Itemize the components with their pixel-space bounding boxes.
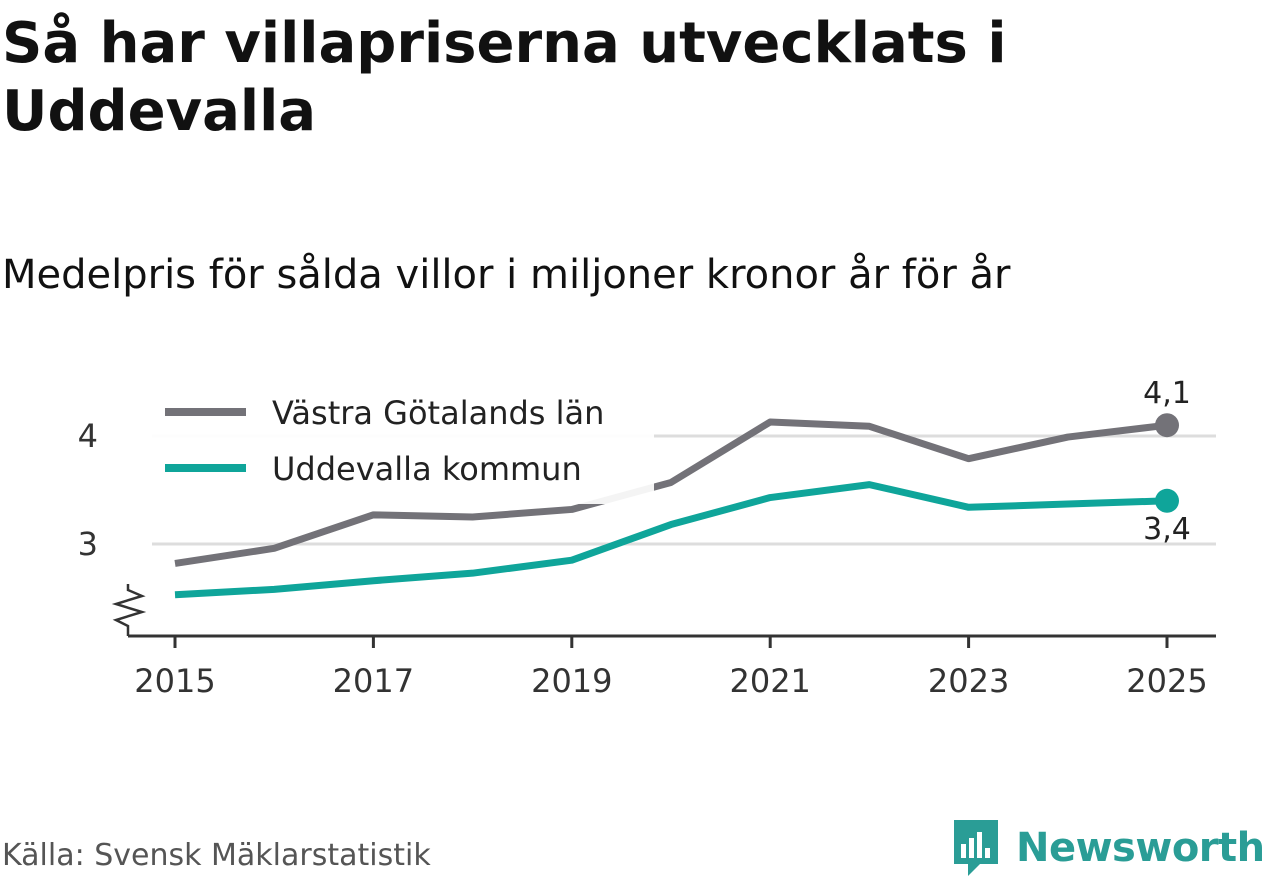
brand-name: Newsworthy: [1016, 825, 1262, 871]
legend-background: [150, 380, 654, 504]
series-endpoint-0: [1155, 413, 1179, 438]
x-axis: 2015 2017 2019 2021 2023 2025: [128, 634, 1216, 700]
y-tick-label: 4: [78, 417, 98, 455]
source-note: Källa: Svensk Mäklarstatistik: [2, 838, 431, 873]
end-labels: 4,1 3,4: [1143, 376, 1191, 547]
end-value-label: 4,1: [1143, 376, 1191, 411]
series-lines: [174, 413, 1179, 599]
end-value-label: 3,4: [1143, 512, 1191, 547]
axis-break-icon: [111, 584, 147, 636]
x-tick-label: 2023: [928, 662, 1009, 700]
y-tick-label: 3: [78, 525, 98, 563]
x-tick-label: 2021: [729, 662, 810, 700]
series-line-0: [174, 418, 1168, 567]
legend: Västra Götalands län Uddevalla kommun: [150, 380, 654, 504]
x-tick-label: 2019: [531, 662, 612, 700]
newsworthy-logo-icon: [954, 820, 998, 876]
y-axis: 34: [78, 417, 147, 636]
chart-title: Så har villapriserna utvecklats i Uddeva…: [2, 11, 1007, 144]
x-tick-label: 2017: [333, 662, 414, 700]
brand-logo: Newsworthy: [950, 818, 1262, 878]
chart-subtitle: Medelpris för sålda villor i miljoner kr…: [2, 252, 1011, 298]
x-tick-label: 2015: [134, 662, 215, 700]
series-line-1: [174, 481, 1168, 599]
x-tick-label: 2025: [1126, 662, 1207, 700]
line-chart: 34 2015 2017 2019 2021 2023 2025 Västra Götal…: [78, 376, 1216, 700]
legend-label: Västra Götalands län: [272, 394, 604, 432]
legend-label: Uddevalla kommun: [272, 450, 582, 488]
series-endpoint-1: [1155, 488, 1179, 513]
